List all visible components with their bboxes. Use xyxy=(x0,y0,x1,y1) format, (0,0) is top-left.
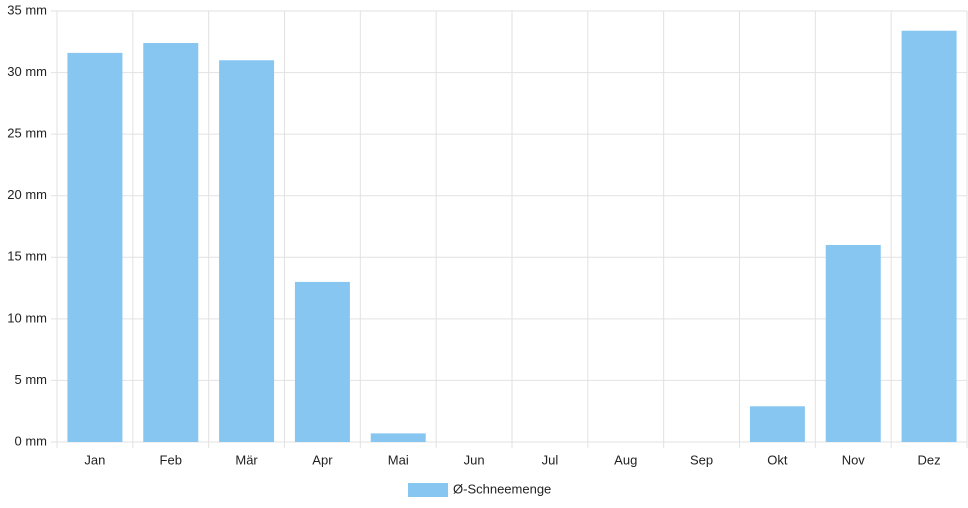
legend-label: Ø-Schneemenge xyxy=(453,481,551,496)
y-tick-label: 15 mm xyxy=(7,249,47,264)
x-tick-label: Nov xyxy=(842,452,866,467)
y-tick-label: 30 mm xyxy=(7,64,47,79)
bar xyxy=(370,433,426,442)
bar xyxy=(143,43,199,442)
y-tick-label: 5 mm xyxy=(15,372,48,387)
bar xyxy=(67,52,123,443)
bar xyxy=(294,281,350,442)
x-tick-label: Apr xyxy=(312,452,333,467)
x-tick-label: Dez xyxy=(918,452,941,467)
bar xyxy=(825,244,881,442)
x-tick-label: Sep xyxy=(690,452,713,467)
x-tick-label: Jan xyxy=(84,452,105,467)
x-tick-label: Mai xyxy=(388,452,409,467)
x-tick-label: Jul xyxy=(542,452,559,467)
bar xyxy=(901,30,957,443)
x-tick-label: Feb xyxy=(160,452,182,467)
legend-swatch xyxy=(408,483,448,497)
bar xyxy=(749,406,805,442)
x-tick-label: Mär xyxy=(235,452,258,467)
x-tick-label: Okt xyxy=(767,452,788,467)
y-tick-label: 20 mm xyxy=(7,187,47,202)
bar xyxy=(219,60,275,442)
y-tick-label: 0 mm xyxy=(15,433,48,448)
y-tick-label: 25 mm xyxy=(7,126,47,141)
x-tick-label: Jun xyxy=(464,452,485,467)
x-tick-label: Aug xyxy=(614,452,637,467)
y-tick-label: 10 mm xyxy=(7,310,47,325)
y-tick-label: 35 mm xyxy=(7,2,47,17)
